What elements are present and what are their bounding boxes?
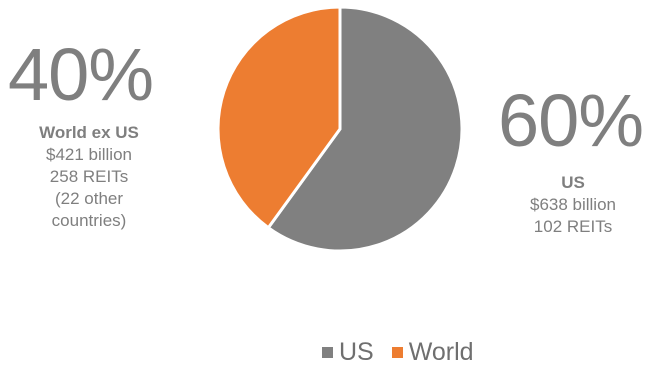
legend-item-world: World xyxy=(391,338,474,367)
world-details: World ex US $421 billion 258 REITs (22 o… xyxy=(22,122,156,232)
us-details: US $638 billion 102 REITs xyxy=(508,172,638,238)
world-details-countries-2: countries) xyxy=(51,211,127,230)
us-details-value: $638 billion xyxy=(529,195,616,214)
world-details-reits: 258 REITs xyxy=(49,167,129,186)
world-details-value: $421 billion xyxy=(45,145,132,164)
world-details-countries-1: (22 other xyxy=(54,189,124,208)
pie-slice-world xyxy=(216,5,342,230)
us-percent-label: 60% xyxy=(498,79,644,162)
legend-swatch-world xyxy=(391,347,403,358)
legend-swatch-us xyxy=(322,347,333,358)
us-details-reits: 102 REITs xyxy=(533,217,613,236)
legend-label-world: World xyxy=(408,338,474,366)
legend-label-us: US xyxy=(339,338,374,366)
legend: US World xyxy=(322,338,492,367)
world-percent-label: 40% xyxy=(8,33,154,116)
us-details-title: US xyxy=(561,173,585,192)
world-details-title: World ex US xyxy=(39,123,139,142)
pie-slice-us xyxy=(266,5,464,253)
legend-item-us: US xyxy=(322,338,374,367)
